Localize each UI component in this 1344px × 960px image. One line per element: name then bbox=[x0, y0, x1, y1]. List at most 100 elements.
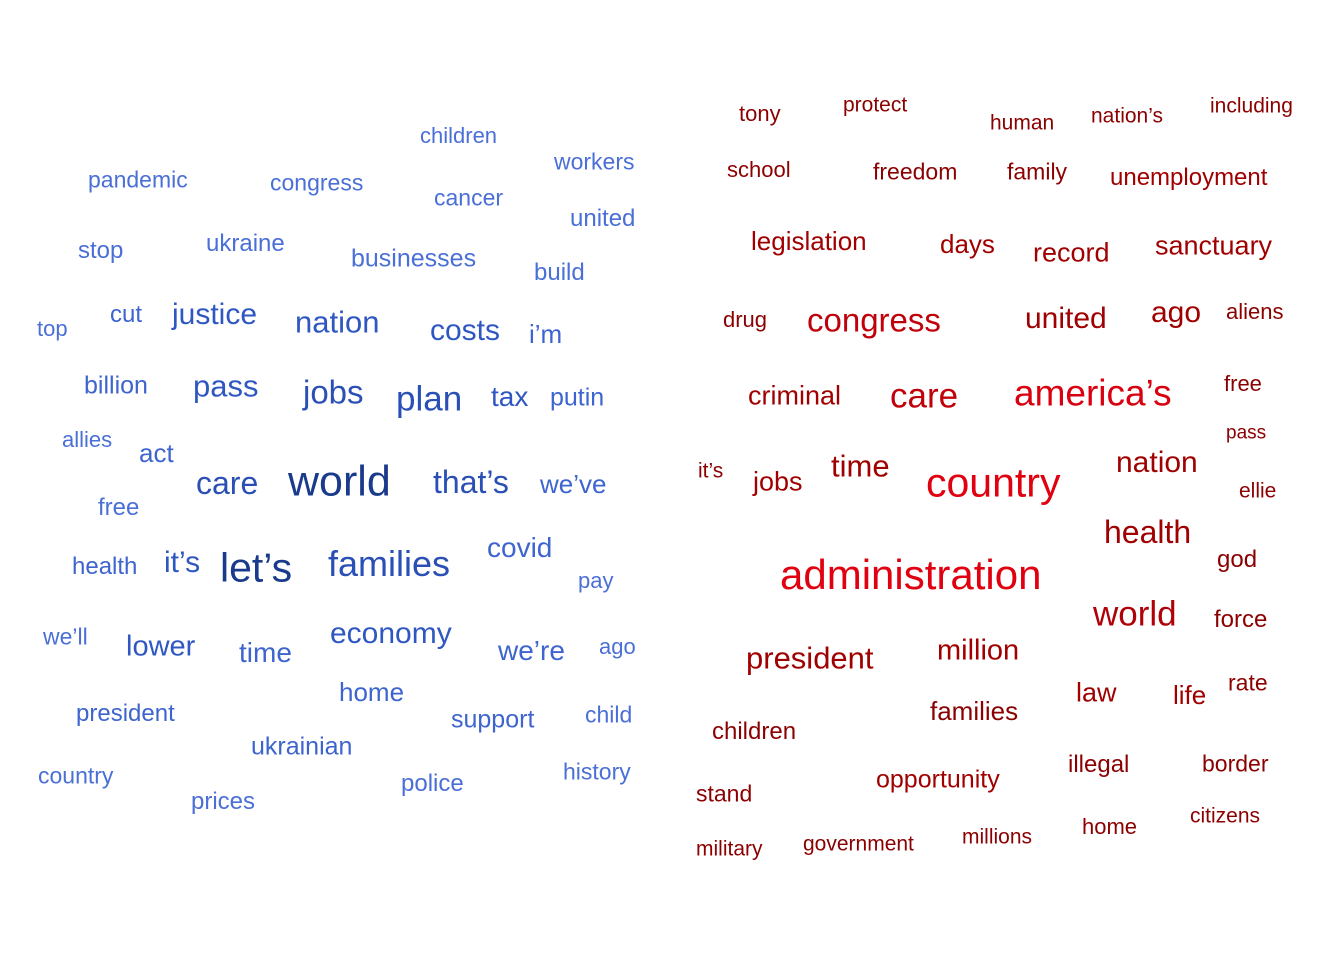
right-cloud-word: care bbox=[890, 376, 959, 416]
left-word-cloud: children workers pandemic congress cancer uni… bbox=[37, 123, 636, 815]
left-cloud-word: i’m bbox=[529, 319, 563, 349]
left-cloud-word: costs bbox=[430, 314, 501, 347]
right-cloud-word: citizens bbox=[1190, 804, 1261, 828]
right-cloud-word: world bbox=[1093, 594, 1177, 634]
right-cloud-word: million bbox=[937, 634, 1020, 667]
left-cloud-word: build bbox=[534, 259, 585, 286]
right-cloud-word: god bbox=[1217, 546, 1258, 573]
left-cloud-word: we’ll bbox=[43, 623, 88, 650]
left-cloud-word: tax bbox=[491, 381, 529, 412]
left-cloud-word: united bbox=[570, 205, 636, 232]
right-word-cloud: tony protect human nation’s including school f… bbox=[672, 0, 1344, 960]
right-cloud-word: rate bbox=[1228, 669, 1268, 696]
right-cloud-word: record bbox=[1033, 237, 1110, 268]
left-cloud-word: covid bbox=[487, 532, 553, 563]
left-cloud-word: cancer bbox=[434, 184, 504, 211]
right-cloud-word: school bbox=[727, 157, 791, 182]
left-cloud-word: let’s bbox=[220, 544, 293, 591]
left-cloud-word: jobs bbox=[303, 373, 364, 411]
right-cloud-word: days bbox=[940, 229, 995, 259]
left-cloud-word: police bbox=[401, 770, 464, 797]
right-cloud-word: stand bbox=[696, 780, 753, 807]
right-cloud-word: opportunity bbox=[876, 765, 1000, 794]
left-cloud-word: cut bbox=[110, 301, 143, 328]
right-cloud-word: congress bbox=[807, 301, 941, 339]
right-cloud-word: children bbox=[712, 718, 797, 745]
left-cloud-word: economy bbox=[330, 617, 452, 650]
right-cloud-word: health bbox=[1104, 514, 1192, 550]
left-cloud-word: nation bbox=[295, 304, 380, 340]
right-cloud-word: families bbox=[930, 696, 1019, 726]
left-cloud-word: support bbox=[451, 705, 535, 734]
left-cloud-word: pass bbox=[193, 368, 259, 404]
right-cloud-word: protect bbox=[843, 93, 908, 117]
left-cloud-word: ago bbox=[599, 634, 636, 659]
right-cloud-word: military bbox=[696, 837, 763, 861]
right-cloud-word: nation’s bbox=[1091, 104, 1164, 128]
left-cloud-word: pay bbox=[578, 568, 614, 593]
left-cloud-word: justice bbox=[172, 298, 258, 331]
left-cloud-word: congress bbox=[270, 169, 364, 196]
right-cloud-word: law bbox=[1076, 677, 1117, 708]
right-cloud-word: home bbox=[1082, 814, 1138, 839]
left-cloud-word: ukrainian bbox=[251, 732, 353, 761]
right-cloud-word: free bbox=[1224, 371, 1262, 396]
left-cloud-word: stop bbox=[78, 237, 124, 264]
left-cloud-word: home bbox=[339, 677, 405, 707]
left-cloud-word: history bbox=[563, 758, 631, 785]
left-cloud-word: care bbox=[196, 465, 259, 501]
left-cloud-word: free bbox=[98, 494, 140, 521]
right-cloud-word: it’s bbox=[698, 459, 724, 483]
left-cloud-word: children bbox=[420, 123, 498, 148]
left-cloud-word: health bbox=[72, 553, 138, 580]
left-cloud-word: top bbox=[37, 316, 68, 341]
left-cloud-word: plan bbox=[396, 379, 463, 419]
right-cloud-word: criminal bbox=[748, 380, 842, 411]
left-cloud-word: pandemic bbox=[88, 166, 188, 193]
right-cloud-word: nation bbox=[1116, 446, 1198, 479]
left-cloud-word: president bbox=[76, 700, 175, 727]
right-cloud-word: unemployment bbox=[1110, 164, 1268, 191]
left-cloud-word: child bbox=[585, 701, 633, 728]
right-cloud-word: millions bbox=[962, 825, 1033, 849]
right-cloud-word: united bbox=[1025, 302, 1107, 335]
left-cloud-word: prices bbox=[191, 788, 256, 815]
right-cloud-word: life bbox=[1173, 680, 1207, 710]
left-cloud-word: ukraine bbox=[206, 230, 285, 257]
left-cloud-word: it’s bbox=[164, 546, 201, 579]
left-cloud-word: we’ve bbox=[540, 469, 607, 499]
right-cloud-word: time bbox=[831, 448, 890, 484]
right-cloud-word: ago bbox=[1151, 296, 1202, 329]
left-cloud-word: country bbox=[38, 762, 114, 789]
right-cloud-word: legislation bbox=[751, 226, 867, 256]
right-cloud-word: family bbox=[1007, 158, 1068, 185]
right-cloud-word: aliens bbox=[1226, 299, 1284, 324]
right-cloud-word: pass bbox=[1226, 422, 1267, 444]
right-cloud-word: tony bbox=[739, 101, 781, 126]
left-cloud-word: world bbox=[288, 457, 391, 506]
right-cloud-word: government bbox=[803, 832, 914, 856]
right-cloud-word: country bbox=[926, 459, 1061, 506]
right-cloud-word: administration bbox=[780, 551, 1042, 598]
right-cloud-word: border bbox=[1202, 750, 1269, 777]
left-cloud-word: we’re bbox=[498, 635, 565, 666]
right-cloud-word: ellie bbox=[1239, 479, 1277, 503]
right-cloud-word: jobs bbox=[753, 466, 803, 497]
left-cloud-word: allies bbox=[62, 427, 113, 452]
right-cloud-word: president bbox=[746, 640, 874, 676]
right-cloud-word: illegal bbox=[1068, 751, 1130, 778]
right-cloud-word: force bbox=[1214, 606, 1268, 633]
left-cloud-word: families bbox=[328, 543, 451, 584]
left-cloud-word: putin bbox=[550, 383, 605, 412]
left-cloud-word: act bbox=[139, 438, 174, 468]
left-cloud-word: that’s bbox=[433, 464, 509, 500]
left-cloud-word: lower bbox=[126, 630, 196, 663]
right-cloud-word: freedom bbox=[873, 158, 958, 185]
left-cloud-word: businesses bbox=[351, 244, 477, 273]
left-cloud-word: billion bbox=[84, 371, 148, 400]
right-cloud-word: america’s bbox=[1014, 372, 1172, 414]
right-cloud-word: sanctuary bbox=[1155, 230, 1273, 261]
right-cloud-word: drug bbox=[723, 307, 768, 332]
left-cloud-word: workers bbox=[554, 148, 635, 175]
right-cloud-word: including bbox=[1210, 94, 1293, 118]
